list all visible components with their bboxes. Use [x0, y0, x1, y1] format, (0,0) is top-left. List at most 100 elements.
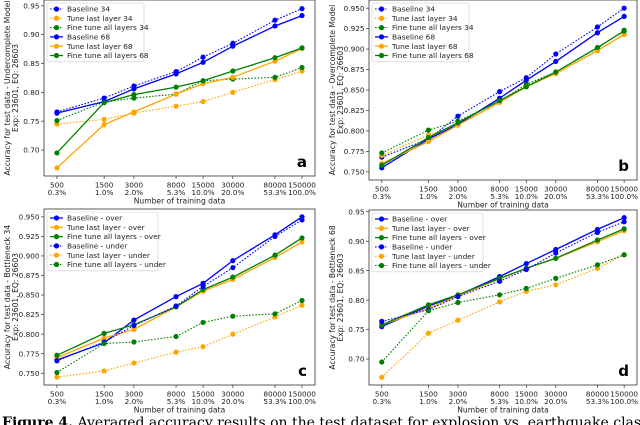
x-tick-sublabel: 53.3% [586, 397, 609, 406]
data-point [173, 303, 179, 309]
data-point [455, 294, 461, 300]
x-tick-sublabel: 20.0% [221, 188, 244, 197]
legend-entry: Baseline 68 [392, 33, 435, 42]
series-line [381, 7, 625, 158]
legend-entry: Tune last layer - over [391, 224, 471, 233]
legend-marker [378, 235, 385, 241]
x-tick-label: 8000 [490, 390, 509, 399]
series-fine-tune-all-layers-68 [54, 45, 305, 156]
data-point [425, 330, 432, 336]
data-point [54, 352, 60, 358]
x-tick-sublabel: 1.0% [419, 192, 438, 201]
data-point [621, 215, 627, 221]
legend-entry: Baseline 68 [67, 33, 110, 42]
legend-entry: Baseline 34 [67, 5, 110, 14]
legend-entry: Tune last layer - over [66, 223, 146, 232]
data-point [553, 51, 559, 57]
series-fine-tune-all-layers-under [54, 297, 305, 376]
y-tick-label: 0.950 [19, 212, 40, 221]
legend-marker [378, 52, 385, 59]
data-point [621, 252, 627, 258]
y-tick-label: 0.80 [23, 88, 40, 97]
x-tick-label: 1500 [95, 181, 114, 190]
y-tick-label: 0.850 [19, 291, 40, 300]
x-tick-label: 15000 [515, 390, 539, 399]
x-tick-sublabel: 5.3% [490, 397, 509, 406]
y-tick-label: 0.825 [344, 106, 365, 115]
x-tick-label: 80000 [263, 181, 287, 190]
x-tick-label: 15000 [191, 390, 215, 399]
data-point [230, 74, 236, 80]
data-point [131, 317, 137, 323]
x-tick-sublabel: 1.0% [95, 188, 114, 197]
x-tick-label: 15000 [515, 185, 539, 194]
x-tick-sublabel: 10.0% [191, 397, 214, 406]
legend-entry: Fine tune all layers 68 [67, 51, 149, 60]
series-fine-tune-all-layers-under [379, 252, 627, 365]
data-point [379, 374, 385, 380]
legend-entry: Tune last layer - under [391, 252, 476, 261]
data-point [272, 252, 278, 258]
x-tick-sublabel: 100.0% [288, 188, 316, 197]
y-tick-label: 0.70 [348, 355, 365, 364]
series-line [381, 15, 625, 169]
x-tick-label: 8000 [167, 181, 186, 190]
data-point [173, 333, 179, 340]
legend-marker [378, 34, 385, 40]
legend-marker [53, 15, 60, 21]
data-point [54, 358, 60, 364]
data-point [523, 261, 529, 267]
data-point [299, 45, 305, 51]
data-point [200, 283, 206, 290]
series-line [56, 14, 303, 114]
y-tick-label: 0.825 [19, 310, 40, 319]
legend-marker [53, 234, 60, 240]
data-point [299, 6, 305, 12]
x-tick-label: 150000 [288, 390, 316, 399]
y-tick-label: 0.925 [19, 232, 40, 241]
x-tick-sublabel: 1.0% [95, 397, 114, 406]
data-point [553, 69, 559, 75]
y-tick-label: 0.875 [19, 271, 40, 280]
series-line [381, 254, 625, 378]
data-point [101, 122, 107, 128]
legend-marker [53, 261, 60, 268]
y-tick-label: 0.750 [344, 167, 365, 176]
legend-marker [53, 52, 60, 59]
data-point [230, 89, 236, 95]
legend-entry: Baseline - over [392, 215, 448, 224]
data-point [523, 285, 529, 291]
data-point [272, 311, 278, 317]
data-point [425, 134, 432, 141]
data-point [496, 89, 503, 95]
data-point [272, 17, 278, 23]
x-tick-sublabel: 20.0% [544, 192, 567, 201]
y-tick-label: 0.775 [344, 147, 365, 156]
series-line [56, 47, 303, 154]
x-tick-label: 80000 [263, 390, 287, 399]
data-point [272, 233, 278, 239]
x-tick-label: 500 [375, 390, 389, 399]
legend-entry: Tune last layer 68 [391, 42, 458, 51]
data-point [54, 110, 60, 116]
data-point [101, 116, 107, 123]
x-tick-label: 1500 [419, 185, 438, 194]
legend-marker [378, 6, 385, 12]
x-tick-label: 500 [50, 181, 64, 190]
data-point [379, 318, 385, 324]
data-point [455, 317, 461, 323]
data-point [594, 229, 601, 235]
series-line [381, 30, 625, 166]
data-point [54, 374, 60, 380]
data-point [299, 217, 305, 223]
legend-entry: Fine tune all layers - under [392, 261, 492, 270]
x-tick-sublabel: 2.0% [125, 188, 144, 197]
legend-marker [378, 15, 385, 21]
legend-entry: Fine tune all layers 68 [392, 51, 474, 60]
series-line [56, 70, 303, 125]
data-point [425, 138, 432, 145]
data-point [272, 23, 278, 29]
